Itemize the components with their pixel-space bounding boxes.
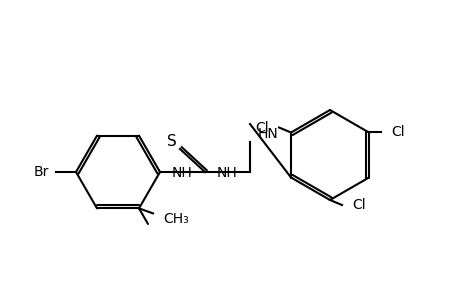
Text: NH: NH [217,166,237,180]
Text: CH₃: CH₃ [162,212,188,226]
Text: Cl: Cl [390,125,404,140]
Text: Br: Br [34,165,49,179]
Text: NH: NH [172,166,192,180]
Text: S: S [167,134,177,148]
Text: Cl: Cl [255,121,269,134]
Text: Cl: Cl [351,198,365,212]
Text: HN: HN [257,127,278,141]
